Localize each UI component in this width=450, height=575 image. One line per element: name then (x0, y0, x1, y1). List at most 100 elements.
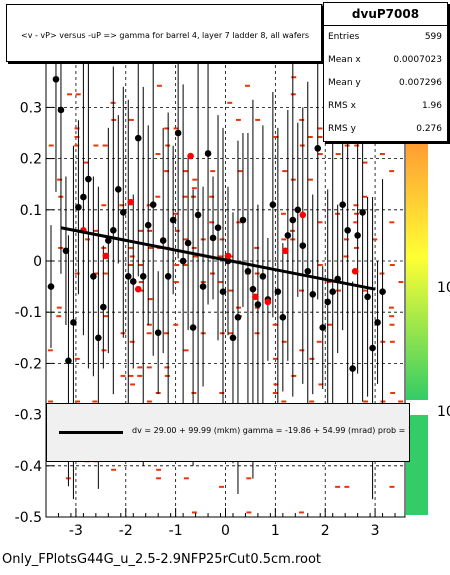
marked-point (134, 285, 142, 293)
histogram-cell (138, 229, 144, 232)
profile-point (239, 216, 247, 224)
histogram-cell (254, 272, 260, 275)
profile-point (294, 206, 302, 214)
histogram-cell (290, 178, 296, 181)
stats-key: Mean x (328, 55, 361, 65)
histogram-cell (155, 195, 161, 198)
profile-point (299, 242, 307, 249)
histogram-cell (156, 468, 162, 471)
histogram-cell (290, 93, 296, 96)
profile-point (304, 267, 312, 275)
stats-key: RMS y (328, 124, 356, 134)
marked-point (102, 252, 110, 260)
histogram-cell (389, 323, 395, 326)
histogram-cell (317, 135, 323, 138)
histogram-cell (92, 400, 98, 403)
histogram-cell (362, 161, 368, 164)
histogram-cell (93, 144, 99, 147)
y-tick-label: 0.3 (20, 100, 42, 116)
profile-point (309, 290, 317, 298)
histogram-cell (146, 366, 152, 369)
profile-point (70, 319, 77, 326)
histogram-cell (83, 161, 89, 164)
histogram-cell (146, 204, 152, 207)
y-tick-label: -0.2 (15, 356, 42, 372)
histogram-cell (280, 212, 286, 215)
histogram-cell (147, 298, 153, 301)
histogram-cell (56, 306, 62, 309)
histogram-cell (389, 221, 395, 224)
profile-point (359, 209, 366, 216)
histogram-cell (317, 221, 323, 224)
histogram-cell (219, 238, 225, 241)
histogram-cell (353, 204, 359, 207)
y-tick-label: -0.1 (15, 305, 42, 321)
profile-point (80, 193, 87, 201)
x-tick-label: -3 (69, 523, 83, 539)
histogram-cell (228, 289, 234, 292)
histogram-cell (335, 485, 341, 488)
histogram-cell (227, 101, 233, 104)
histogram-cell (138, 281, 144, 284)
stats-row-rms-x: RMS x 1.96 (324, 95, 447, 118)
profile-point (65, 357, 72, 365)
histogram-cell (137, 374, 143, 377)
histogram-cell (164, 366, 170, 369)
histogram-cell (164, 374, 170, 377)
histogram-cell (75, 93, 81, 96)
histogram-cell (299, 349, 305, 352)
histogram-cell (379, 272, 385, 275)
histogram-cell (128, 118, 134, 121)
histogram-cell (291, 76, 297, 79)
y-tick-label: 0.1 (20, 203, 42, 219)
histogram-cell (128, 374, 134, 377)
palette-label: 10 (437, 280, 450, 296)
stats-box: dvuP7008 Entries 599 Mean x 0.0007023 Me… (323, 2, 448, 142)
histogram-cell (129, 340, 135, 343)
histogram-cell (246, 511, 252, 514)
profile-point (164, 273, 172, 280)
histogram-cell (128, 263, 134, 266)
histogram-cell (67, 93, 72, 96)
histogram-cell (326, 281, 332, 284)
profile-point (62, 247, 70, 255)
histogram-cell (156, 84, 162, 87)
histogram-cell (254, 246, 260, 249)
x-tick-label: -1 (169, 523, 183, 539)
profile-point (199, 283, 207, 290)
histogram-cell (255, 118, 261, 121)
profile-point (219, 288, 227, 296)
profile-point (85, 175, 92, 183)
histogram-cell (164, 170, 170, 173)
x-tick-label: 2 (321, 523, 330, 539)
histogram-cell (273, 135, 279, 138)
profile-point (184, 239, 192, 247)
histogram-cell (93, 229, 99, 232)
histogram-cell (317, 153, 323, 156)
histogram-cell (398, 400, 404, 403)
histogram-title-box: <v - vP> versus -uP => gamma for barrel … (6, 4, 322, 62)
histogram-cell (147, 246, 153, 249)
x-tick-label: 1 (271, 523, 280, 539)
profile-point (209, 234, 217, 242)
profile-point (204, 150, 212, 157)
stats-key: Entries (328, 32, 360, 42)
histogram-cell (237, 170, 243, 173)
histogram-cell (102, 144, 108, 147)
profile-point (179, 257, 187, 265)
profile-point (249, 285, 257, 293)
histogram-cell (309, 357, 315, 360)
profile-point (289, 216, 297, 224)
histogram-cell (272, 323, 278, 326)
histogram-cell (362, 289, 368, 292)
profile-point (114, 186, 122, 193)
marked-point (187, 152, 194, 160)
histogram-cell (389, 170, 395, 173)
profile-point (354, 232, 361, 239)
histogram-cell (128, 246, 134, 249)
profile-point (124, 273, 132, 280)
profile-point (314, 145, 322, 152)
marked-point (299, 211, 307, 219)
profile-point (279, 314, 287, 321)
y-tick-label: -0.5 (15, 510, 42, 526)
